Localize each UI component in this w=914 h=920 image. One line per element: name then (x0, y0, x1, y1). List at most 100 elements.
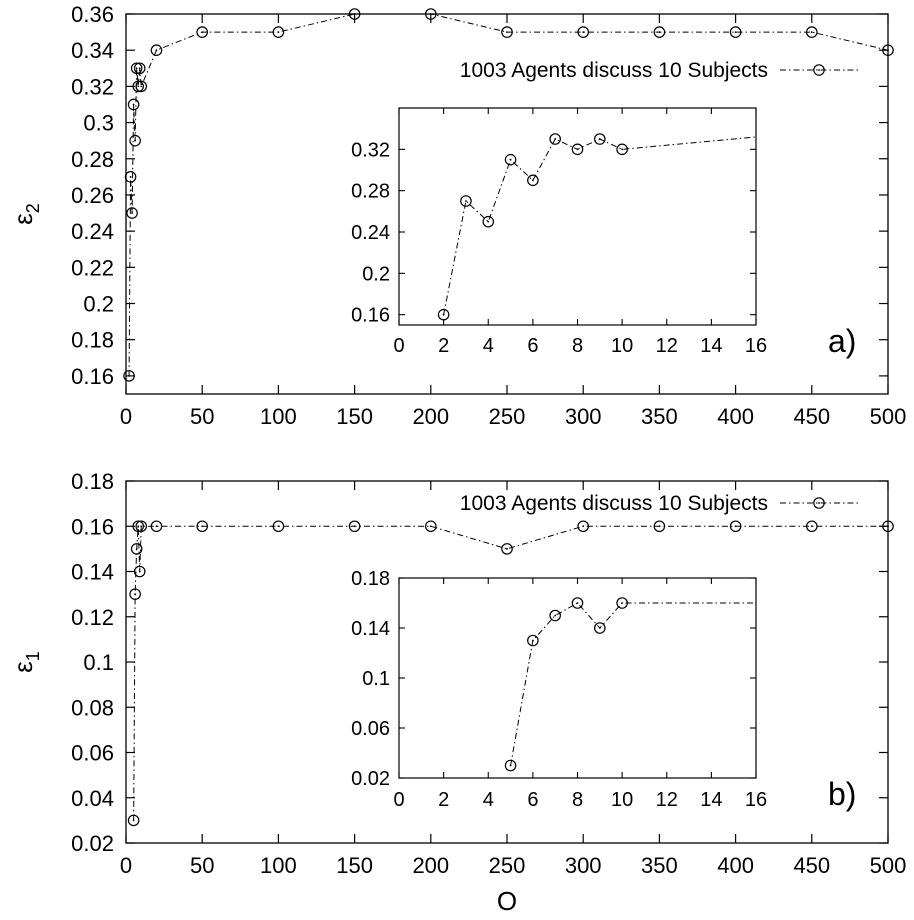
data-point (196, 26, 208, 38)
inset-data-point (594, 133, 606, 145)
data-point-dot (134, 593, 137, 596)
inset-y-tick-label: 0.14 (351, 618, 390, 640)
inset-data-point (482, 215, 495, 228)
inset-data-point (616, 597, 628, 609)
inset-x-tick-label: 14 (700, 789, 722, 811)
inset-x-tick-label: 4 (483, 335, 494, 357)
inset-data-point-dot (554, 614, 557, 617)
data-point (123, 370, 135, 382)
data-point-dot (155, 49, 158, 52)
panel-b: 0 50 100 150 200 250 300 350 400 450 5000.020.040.… (8, 469, 907, 916)
x-tick-label: 250 (489, 404, 526, 429)
data-point (133, 62, 146, 75)
data-point-dot (658, 31, 661, 33)
data-point (272, 520, 285, 533)
inset-data-point-dot (531, 179, 534, 182)
data-point-dot (132, 103, 135, 106)
data-point-dot (138, 67, 141, 70)
data-point (348, 8, 361, 20)
y-tick-label: 0.32 (71, 74, 114, 99)
x-tick-label: 400 (717, 404, 754, 429)
inset-y-tick-label: 0.02 (351, 768, 390, 790)
inset-y-tick-label: 0.24 (351, 222, 390, 244)
data-point (653, 520, 666, 533)
inset-y-tick-label: 0.18 (351, 568, 390, 590)
legend-marker-dot (818, 69, 820, 71)
inset-data-point (437, 308, 450, 321)
inset-data-point (504, 153, 517, 166)
inset-x-tick-label: 12 (656, 335, 678, 357)
inset-frame (398, 577, 757, 779)
x-tick-label: 500 (870, 853, 907, 878)
inset-y-tick-label: 0.16 (351, 305, 390, 327)
data-point-dot (155, 525, 158, 528)
inset-x-tick-label: 0 (393, 335, 404, 357)
y-tick-label: 0.18 (71, 328, 114, 353)
y-tick-label: 0.1 (83, 650, 114, 675)
panel-a-inset: 0 2 4 6 8 10 12 14 16 0.16 0.2 0.24 0.28 0.32 (351, 107, 767, 357)
x-tick-label: 500 (870, 404, 907, 429)
data-point (132, 520, 144, 533)
panel-b-inset: 0 2 4 6 8 10 12 14 16 0.02 0.06 0.1 0.14 0.18 (351, 568, 767, 811)
data-point (126, 207, 138, 219)
inset-data-point-dot (598, 138, 601, 140)
y-tick-label: 0.02 (71, 831, 114, 856)
data-point (135, 520, 148, 533)
data-point-dot (201, 31, 204, 33)
data-point (132, 80, 144, 93)
data-point-dot (131, 212, 133, 214)
y-tick-label: 0.08 (71, 695, 114, 720)
data-point-dot (137, 525, 140, 528)
data-point (133, 565, 146, 578)
inset-x-tick-label: 0 (393, 789, 404, 811)
x-tick-label: 0 (120, 853, 132, 878)
x-tick-label: 50 (190, 404, 214, 429)
inset-data-point-dot (598, 627, 601, 629)
y-tick-label: 0.06 (71, 741, 114, 766)
data-point (577, 520, 589, 533)
inset-data-point-dot (487, 220, 490, 223)
inset-y-tick-label: 0.1 (362, 668, 390, 690)
inset-data-point-dot (554, 138, 557, 140)
y-axis-label: ε1 (8, 651, 43, 673)
data-point (805, 520, 818, 533)
x-tick-label: 350 (641, 853, 678, 878)
data-point-dot (582, 525, 585, 528)
data-point (150, 44, 163, 56)
x-tick-label: 200 (412, 853, 449, 878)
inset-x-tick-label: 2 (438, 335, 449, 357)
y-tick-label: 0.12 (71, 605, 114, 630)
y-tick-label: 0.16 (71, 364, 114, 389)
panel-tag: b) (828, 776, 856, 812)
inset-data-point (549, 133, 561, 145)
panel-a: 0 50 100 150 200 250 300 350 400 450 5000.160.180.… (8, 2, 906, 429)
data-point (130, 62, 143, 75)
y-tick-label: 0.2 (83, 292, 114, 317)
legend-marker (813, 497, 825, 509)
data-point-dot (734, 31, 737, 33)
data-point (124, 171, 137, 183)
data-point-dot (140, 525, 143, 528)
data-point (805, 26, 818, 38)
x-tick-label: 300 (565, 853, 602, 878)
data-point-dot (887, 49, 889, 52)
data-point (129, 588, 141, 600)
inset-data-point (594, 622, 606, 634)
x-tick-label: 150 (336, 404, 373, 429)
x-tick-label: 400 (717, 853, 754, 878)
inset-x-tick-label: 8 (572, 335, 583, 357)
inset-x-tick-label: 10 (611, 335, 633, 357)
data-point-dot (137, 85, 140, 88)
inset-data-point-dot (442, 313, 445, 316)
x-tick-label: 100 (260, 404, 297, 429)
x-tick-label: 50 (190, 853, 214, 878)
inset-data-point-dot (576, 602, 579, 604)
data-point (135, 80, 148, 93)
legend-label: 1003 Agents discuss 10 Subjects (460, 492, 768, 515)
inset-data-point (527, 174, 539, 187)
data-point (348, 520, 361, 533)
inset-x-tick-label: 16 (745, 335, 767, 357)
data-point-dot (734, 525, 737, 528)
y-tick-label: 0.22 (71, 255, 114, 280)
